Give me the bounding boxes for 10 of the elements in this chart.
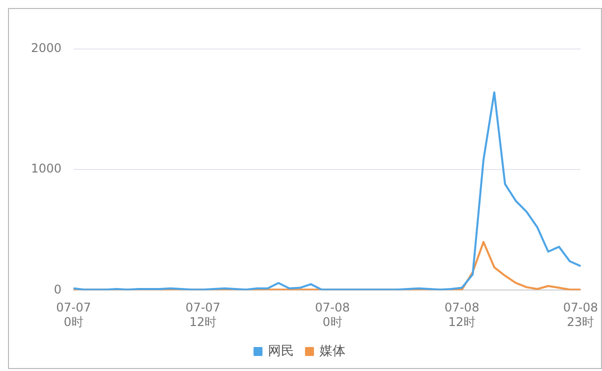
y-tick-label: 2000	[30, 41, 62, 56]
x-tick-label: 07-08 12时	[444, 300, 480, 329]
x-tick-label: 07-07 12时	[186, 300, 220, 329]
x-tick-label: 07-08 23时	[563, 300, 598, 329]
x-tick-label: 07-08 0时	[315, 300, 350, 329]
legend-label: 网民	[268, 344, 294, 359]
y-tick-label: 0	[54, 282, 62, 296]
x-tick-label: 07-07 0时	[56, 300, 91, 329]
legend-label: 媒体	[320, 344, 346, 359]
y-tick-label: 1000	[30, 162, 62, 176]
